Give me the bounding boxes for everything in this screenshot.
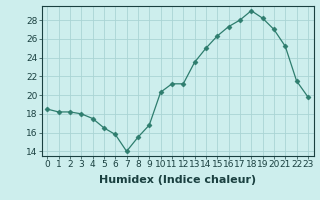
X-axis label: Humidex (Indice chaleur): Humidex (Indice chaleur) xyxy=(99,175,256,185)
